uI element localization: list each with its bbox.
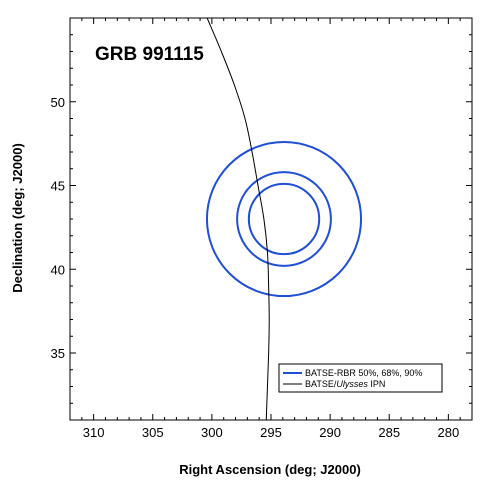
legend-label-ipn-prefix: BATSE/: [305, 379, 337, 389]
tick-labels-layer: 310 305 300 295 290 285 280 35 40 45 50: [51, 95, 460, 440]
data-layer: [205, 18, 363, 420]
plot-frame: [69, 17, 473, 421]
legend-label-contours: BATSE-RBR 50%, 68%, 90%: [305, 368, 422, 378]
x-tick-label: 310: [83, 425, 105, 440]
legend-label-ipn-italic: Ulysses: [336, 379, 368, 389]
x-tick-label: 280: [438, 425, 460, 440]
confidence-contour-90pct: [205, 140, 363, 298]
y-tick-label: 40: [51, 262, 65, 277]
y-tick-label: 45: [51, 179, 65, 194]
x-tick-label: 305: [142, 425, 164, 440]
x-tick-label: 290: [319, 425, 341, 440]
legend-box: [278, 363, 443, 393]
y-axis-title: Declination (deg; J2000): [10, 143, 25, 293]
x-tick-label: 300: [201, 425, 223, 440]
ipn-annulus-line: [206, 18, 270, 420]
chart-title: GRB 991115: [95, 44, 204, 65]
confidence-contour-50pct: [247, 182, 321, 256]
x-tick-label: 295: [260, 425, 282, 440]
legend: BATSE-RBR 50%, 68%, 90% BATSE/Ulysses IP…: [278, 363, 443, 393]
y-tick-label: 50: [51, 95, 65, 110]
x-axis-title: Right Ascension (deg; J2000): [179, 462, 361, 477]
x-tick-label: 285: [378, 425, 400, 440]
ticks-layer: [69, 17, 473, 421]
legend-label-ipn: BATSE/Ulysses IPN: [305, 379, 385, 389]
y-tick-label: 35: [51, 346, 65, 361]
confidence-contour-68pct: [236, 171, 332, 267]
legend-label-ipn-suffix: IPN: [368, 379, 386, 389]
